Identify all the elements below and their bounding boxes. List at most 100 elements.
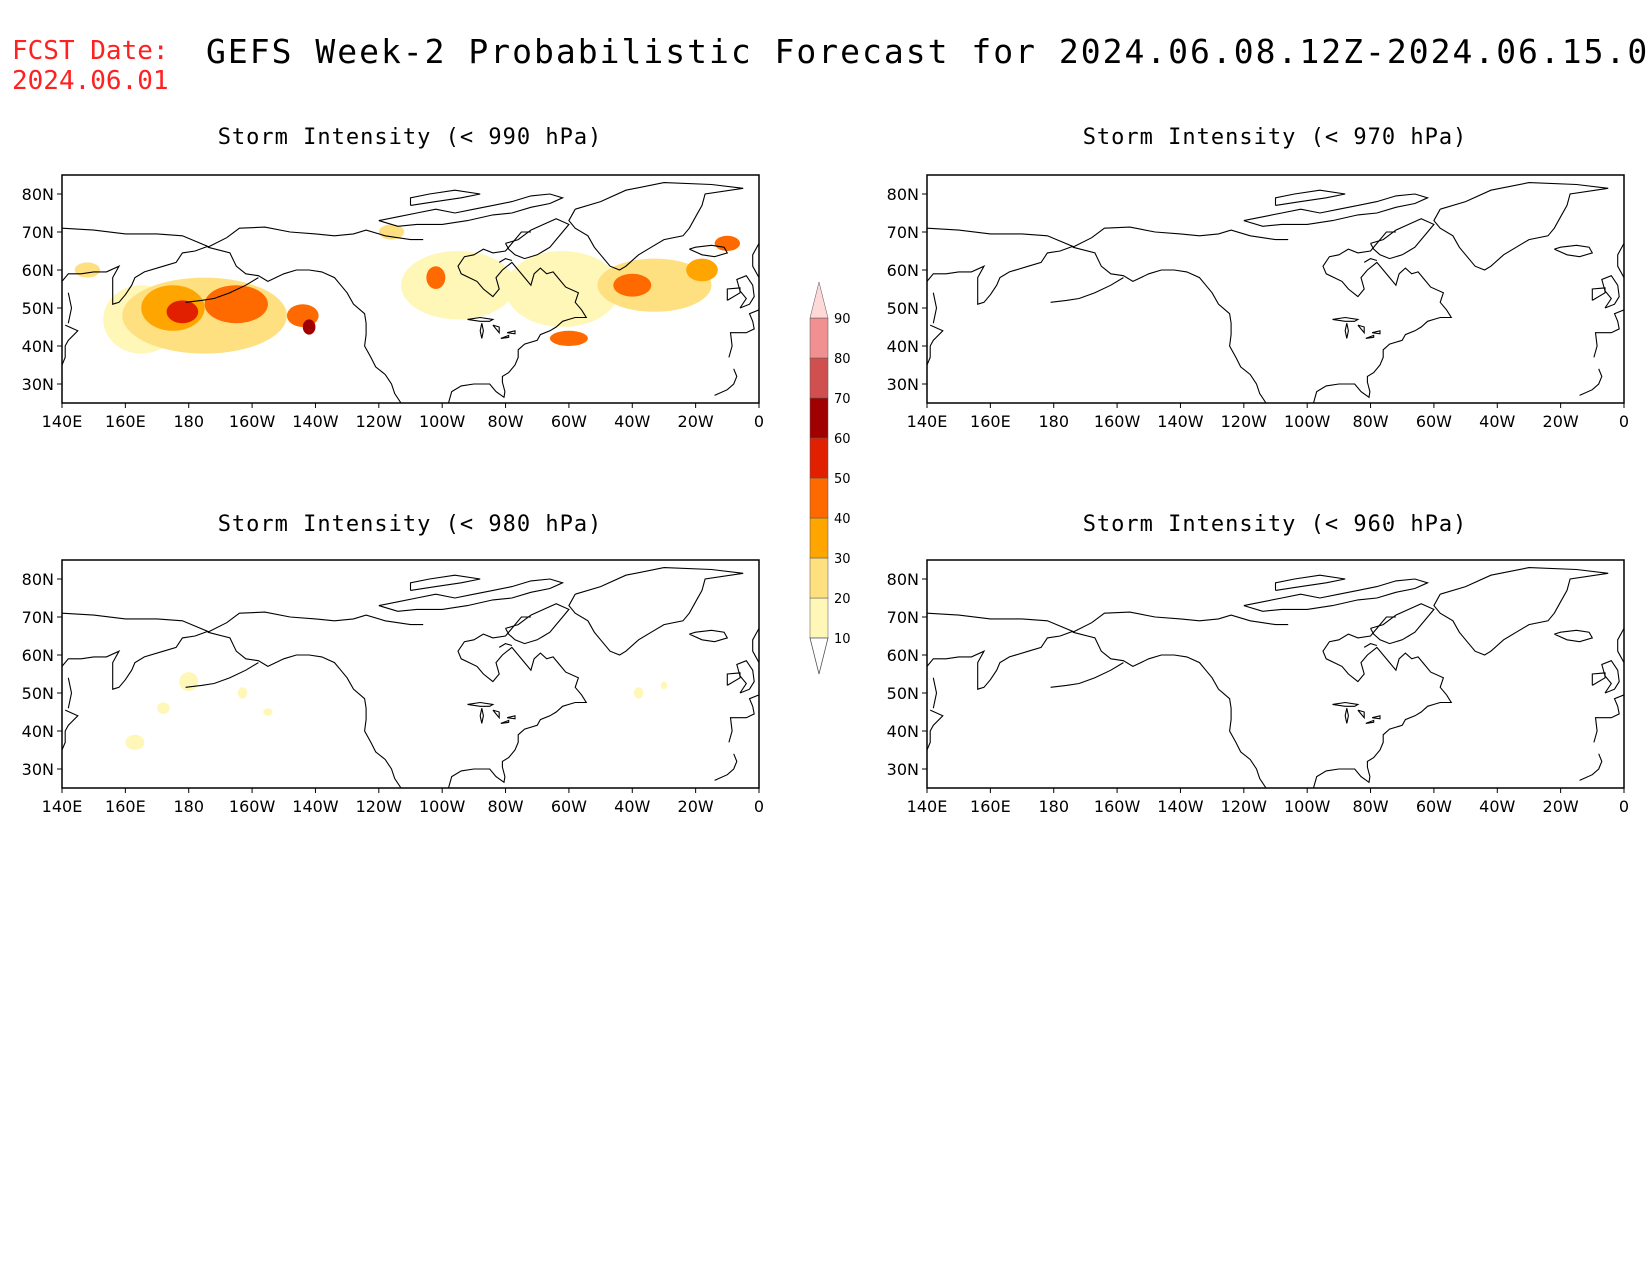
colorbar-segment (809, 477, 829, 519)
colorbar-label: 10 (834, 632, 851, 647)
forecast-date-label: FCST Date: (12, 36, 169, 66)
lon-tick-label: 140E (42, 412, 83, 431)
coastline (714, 753, 738, 781)
probability-area (426, 266, 446, 289)
lat-tick-label: 50N (22, 684, 54, 703)
probability-area (237, 687, 248, 699)
coastline (505, 603, 570, 645)
lon-tick-label: 40W (1479, 797, 1515, 816)
coastline (500, 334, 510, 339)
coastline (689, 244, 729, 258)
lat-tick-label: 60N (887, 646, 919, 665)
colorbar-segment (809, 397, 829, 439)
colorbar-bottom-arrow (809, 637, 829, 675)
map-panel-980: 80N 70N 60N 50N 40N 30N 140E 160E 180 160W 140W 120… (22, 559, 764, 816)
probability-area (204, 285, 268, 324)
coastline (409, 189, 481, 206)
coastline (1312, 231, 1453, 403)
coastline (506, 715, 516, 720)
colorbar: 10 20 30 40 50 60 70 80 90 (809, 281, 851, 675)
coastline (1617, 628, 1624, 663)
lat-tick-label: 60N (887, 261, 919, 280)
coastline (1370, 218, 1435, 260)
coastline (1363, 643, 1378, 648)
lon-tick-label: 100W (1284, 797, 1331, 816)
lon-tick-label: 160W (229, 412, 276, 431)
coastline (1579, 753, 1603, 781)
coastline (1050, 277, 1124, 303)
panel-title-980: Storm Intensity (< 980 hPa) (217, 512, 603, 537)
panel-title-960: Storm Intensity (< 960 hPa) (1082, 512, 1468, 537)
lat-tick-label: 70N (887, 608, 919, 627)
lat-tick-label: 30N (22, 760, 54, 779)
lon-tick-label: 120W (356, 412, 403, 431)
lon-tick-label: 40W (614, 412, 650, 431)
lon-tick-label: 0 (754, 797, 764, 816)
probability-shading (74, 224, 740, 354)
coastlines (62, 182, 759, 403)
coastline (479, 323, 484, 339)
coastline (726, 672, 741, 686)
coastline (1363, 258, 1378, 263)
lon-tick-label: 60W (551, 797, 587, 816)
lon-tick-label: 0 (1619, 412, 1629, 431)
colorbar-segment (809, 357, 829, 399)
lon-tick-label: 140E (907, 412, 948, 431)
lon-tick-label: 100W (1284, 412, 1331, 431)
lon-tick-label: 0 (754, 412, 764, 431)
lon-tick-label: 180 (1038, 797, 1069, 816)
probability-area (263, 708, 273, 716)
coastline (932, 677, 938, 709)
probability-area (686, 258, 718, 282)
coastline (498, 643, 513, 648)
lon-tick-label: 60W (1416, 797, 1452, 816)
lat-tick-label: 60N (22, 646, 54, 665)
coastline (498, 258, 513, 263)
lon-tick-label: 140E (907, 797, 948, 816)
coastline (1072, 631, 1267, 788)
lon-tick-label: 140W (292, 797, 339, 816)
probability-area (166, 300, 199, 324)
probability-area (633, 687, 644, 699)
coastline (67, 677, 73, 709)
coastline (1332, 701, 1360, 707)
coastline (467, 316, 495, 322)
lon-tick-label: 80W (487, 797, 523, 816)
probability-area (660, 681, 668, 690)
coastline (1591, 287, 1606, 301)
coastline (927, 324, 944, 366)
lon-tick-label: 80W (1352, 412, 1388, 431)
coastline (1554, 629, 1594, 643)
coastline (378, 193, 565, 227)
probability-area (302, 319, 316, 335)
lat-tick-label: 50N (22, 299, 54, 318)
map-frame (926, 559, 1625, 789)
coastline (1357, 324, 1365, 335)
panel-title-970: Storm Intensity (< 970 hPa) (1082, 125, 1468, 150)
lon-tick-label: 20W (678, 412, 714, 431)
forecast-date-value: 2024.06.01 (12, 66, 169, 96)
colorbar-segment (809, 557, 829, 599)
probability-area (400, 251, 516, 320)
lat-tick-label: 70N (887, 223, 919, 242)
map-panel-990: 80N 70N 60N 50N 40N 30N 140E 160E 180 160W 140W 120… (22, 174, 764, 431)
coastline (1274, 574, 1346, 591)
coastline (467, 701, 495, 707)
colorbar-segment (809, 317, 829, 359)
lon-tick-label: 80W (1352, 797, 1388, 816)
lon-tick-label: 60W (1416, 412, 1452, 431)
coastline (447, 231, 588, 403)
lat-tick-label: 70N (22, 608, 54, 627)
lat-tick-label: 30N (887, 375, 919, 394)
lon-tick-label: 140E (42, 797, 83, 816)
lon-tick-label: 40W (1479, 412, 1515, 431)
coastline (927, 709, 944, 751)
lat-tick-label: 30N (22, 375, 54, 394)
coastline (1371, 715, 1381, 720)
map-panel-960: 80N 70N 60N 50N 40N 30N 140E 160E 180 160W 140W 120… (887, 559, 1629, 816)
coastline (207, 631, 402, 788)
coastline (1371, 330, 1381, 335)
lat-tick-label: 80N (887, 185, 919, 204)
coastline (1050, 662, 1124, 688)
coastline (1601, 660, 1620, 694)
